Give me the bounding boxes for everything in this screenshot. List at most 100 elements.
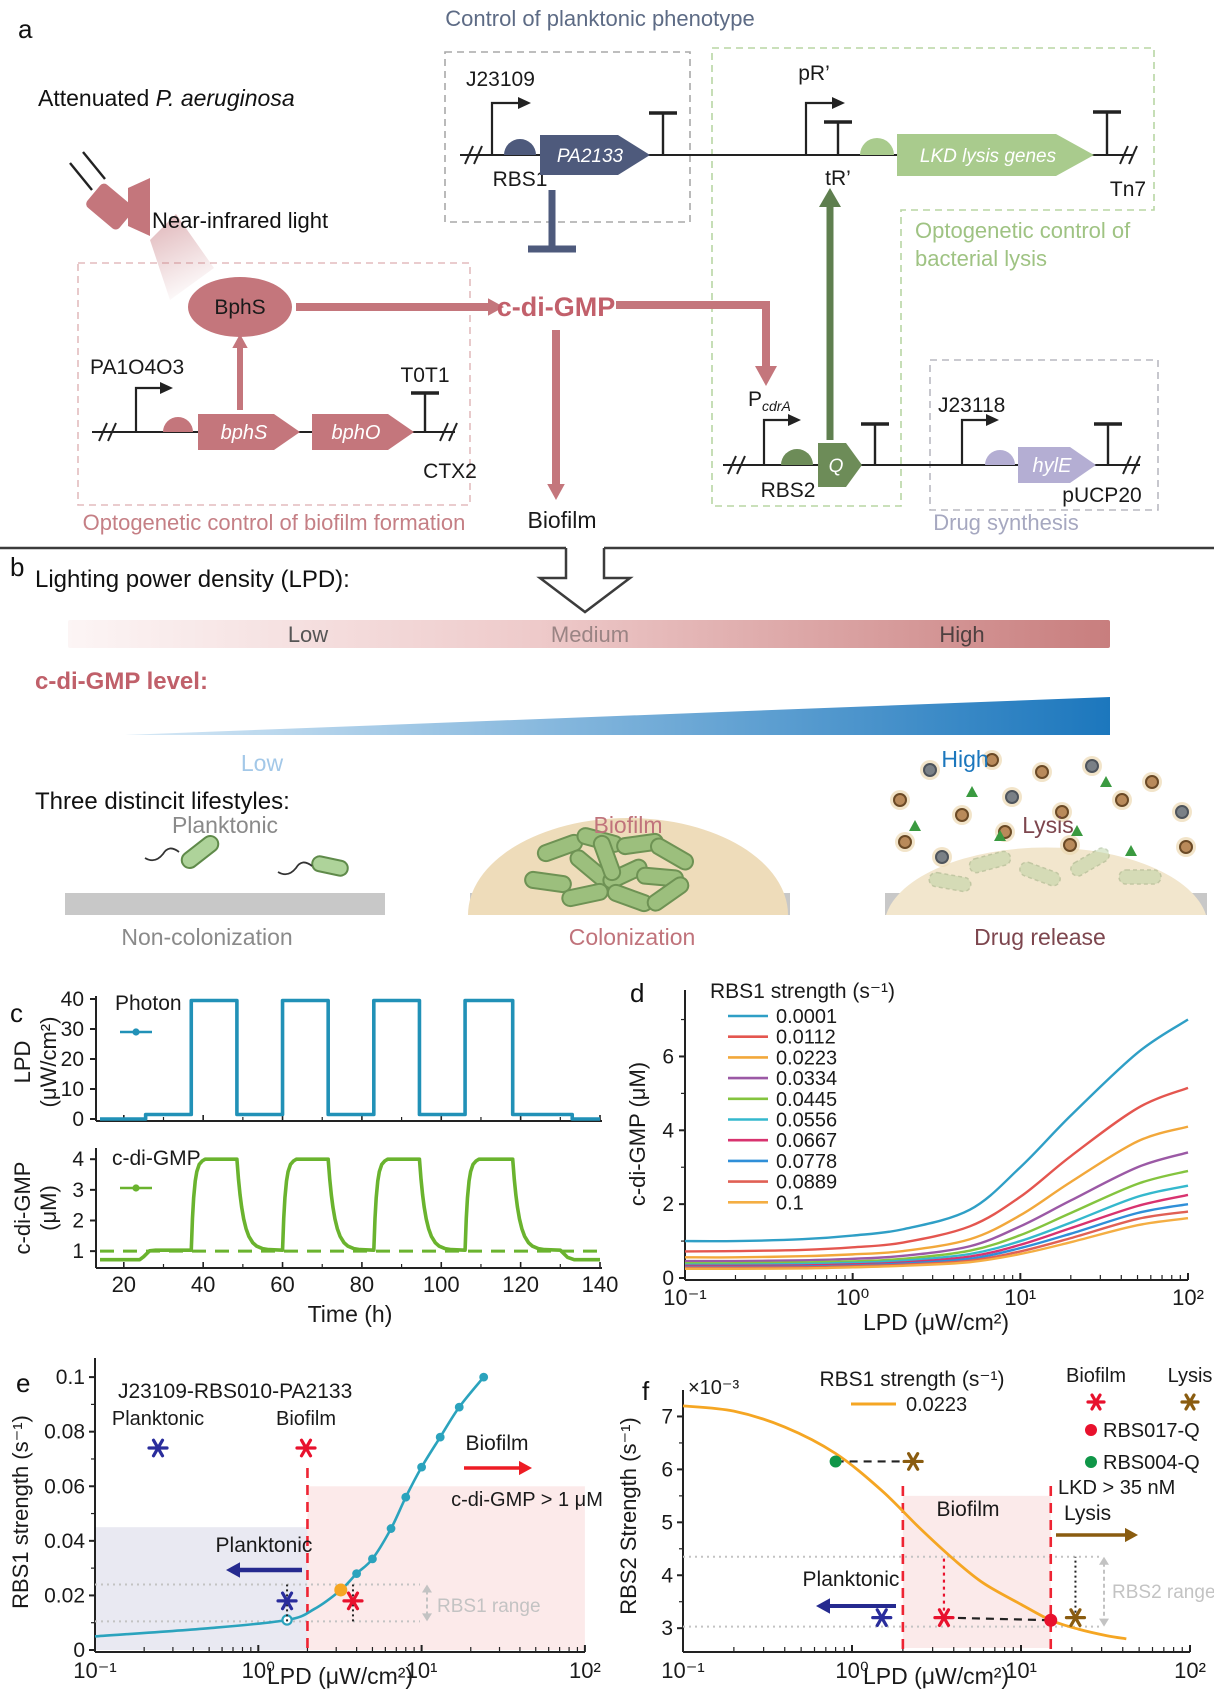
- ellipse-shape: [188, 277, 292, 337]
- path-shape: [536, 548, 634, 614]
- lysed-rod-icon: [1118, 869, 1162, 885]
- circle-shape: [386, 1524, 396, 1533]
- 4-label: 40: [61, 988, 84, 1011]
- 1-label: 4: [661, 1564, 673, 1587]
- path-shape: [781, 449, 813, 465]
- drug-particle-icon: [923, 763, 937, 777]
- polygon-shape: [1099, 1618, 1109, 1627]
- 0-label: 20: [112, 1272, 136, 1297]
- pa2133-label: PA2133: [557, 146, 624, 167]
- lifestyle-biofilm: Biofilm: [593, 812, 663, 838]
- 3-label: 80: [350, 1272, 374, 1297]
- path-shape: [490, 101, 518, 155]
- q-label: Q: [829, 456, 844, 477]
- rect-shape: [646, 876, 690, 912]
- path-shape: [684, 1125, 1189, 1259]
- star-marker: [1180, 1393, 1200, 1411]
- lysis_box_title_1-label: Optogenetic control of: [915, 218, 1131, 243]
- name-label: 0.0112: [776, 1027, 836, 1049]
- attenuated-prefix: Attenuated: [38, 85, 156, 111]
- star-marker: [1064, 1608, 1087, 1627]
- polygon-shape: [1125, 1527, 1138, 1543]
- legend_value-label: 0.0223: [906, 1394, 967, 1416]
- xlabel-label: Time (h): [308, 1301, 393, 1327]
- path-shape: [684, 1169, 1189, 1265]
- circle-shape: [1044, 1613, 1058, 1627]
- rect-shape: [1019, 861, 1061, 887]
- ylabel-label: RBS1 strength (s⁻¹): [8, 1415, 33, 1609]
- drug-particle-icon: [1115, 793, 1129, 807]
- 1-label: 10: [61, 1078, 84, 1101]
- path-shape: [682, 1404, 1127, 1641]
- bacterium-icon: [311, 855, 349, 877]
- path-shape: [684, 1086, 1189, 1253]
- cdigmp-label: c-di-GMP: [497, 292, 616, 322]
- rect-shape: [307, 1486, 585, 1650]
- lkd-label: LKD lysis genes: [920, 146, 1057, 167]
- drug-particle-icon: [893, 793, 907, 807]
- t0t1-label: T0T1: [400, 364, 449, 387]
- 0-label: 0: [72, 1108, 84, 1131]
- ylabel_line2-label: (μM): [36, 1185, 61, 1231]
- lpd-heading: Lighting power density (LPD):: [35, 566, 350, 593]
- pr-label: pR’: [798, 62, 830, 85]
- name-label: 0.0334: [776, 1068, 837, 1090]
- rect-shape: [602, 858, 648, 890]
- 0-label: 10⁻¹: [73, 1658, 116, 1683]
- species-name: P. aeruginosa: [155, 85, 295, 111]
- path-shape: [684, 1018, 1189, 1243]
- panel-label-e: e: [16, 1368, 31, 1398]
- ylabel_line2-label: (μW/cm²): [36, 1017, 61, 1108]
- 3-label: 0.06: [44, 1475, 85, 1498]
- polygon-shape: [547, 484, 565, 500]
- path-shape: [684, 1151, 1189, 1263]
- line-shape: [1184, 1393, 1196, 1411]
- label-label: Planktonic: [112, 1408, 204, 1430]
- rect-shape: [444, 51, 691, 223]
- drug_box_title-label: Drug synthesis: [933, 510, 1079, 535]
- polygon-shape: [312, 414, 414, 450]
- circle-shape: [417, 1462, 426, 1472]
- path-shape: [860, 138, 894, 155]
- drug-particle-icon: [1055, 805, 1069, 819]
- bacterium-icon: [180, 834, 220, 870]
- pucp20-label: pUCP20: [1062, 484, 1141, 507]
- xlabel-label: LPD (μW/cm²): [863, 1309, 1009, 1335]
- biofilm-rod-icon: [650, 837, 694, 871]
- lpd-high-label: High: [939, 622, 985, 647]
- path-shape: [684, 1184, 1189, 1266]
- 3-label: 10²: [1172, 1285, 1204, 1310]
- planktonic-label: Planktonic: [216, 1534, 313, 1557]
- line-shape: [299, 1438, 313, 1458]
- series_name-label: Photon: [115, 992, 182, 1015]
- 1-label: 0.02: [44, 1584, 85, 1607]
- line-shape: [1119, 145, 1129, 165]
- debris-triangle-icon: [909, 820, 921, 831]
- star-marker: [871, 1608, 893, 1627]
- rect-shape: [650, 837, 694, 871]
- line-shape: [448, 422, 458, 442]
- 0-label: 10⁻¹: [663, 1285, 706, 1310]
- pcdra_p-label: P: [748, 388, 762, 411]
- name-label: 0.0889: [776, 1172, 837, 1194]
- star-marker: [1086, 1393, 1106, 1411]
- polygon-shape: [488, 298, 504, 316]
- 1-label: 10⁰: [836, 1285, 869, 1310]
- ylabel_line1-label: c-di-GMP: [10, 1162, 35, 1255]
- lpd-gradient-bar: Low Medium High: [68, 620, 1110, 648]
- lysis-label: Lysis: [1064, 1502, 1111, 1525]
- rect-shape: [311, 855, 349, 877]
- drug-particle-icon: [935, 850, 949, 864]
- path-shape: [134, 386, 160, 432]
- debris-triangle-icon: [994, 830, 1006, 841]
- debris-triangle-icon: [966, 786, 978, 797]
- lysed-rod-icon: [1019, 861, 1061, 887]
- 6-label: 140: [582, 1272, 619, 1297]
- 3-label: 10²: [1174, 1658, 1206, 1683]
- 0-label: 0: [662, 1267, 674, 1290]
- lifestyle-planktonic: Planktonic: [171, 812, 279, 838]
- cdg-label: c-di-GMP > 1 μM: [451, 1489, 603, 1511]
- tr-label: tR’: [825, 167, 851, 190]
- ylabel-label: RBS2 Strength (s⁻¹): [616, 1417, 641, 1614]
- line-shape: [875, 1608, 888, 1627]
